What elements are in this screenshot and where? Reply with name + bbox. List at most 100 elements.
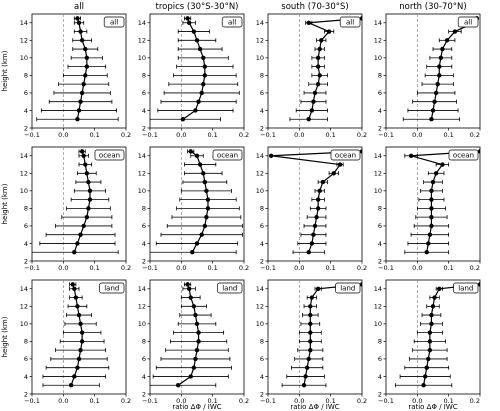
y-tick-label: 4	[378, 107, 382, 115]
data-point	[312, 223, 318, 229]
y-tick-label: 8	[142, 338, 146, 346]
plot-frame	[31, 279, 127, 395]
x-tick-label: 0.2	[121, 397, 131, 405]
data-point	[315, 55, 321, 61]
data-point	[424, 250, 429, 255]
data-point	[201, 171, 206, 176]
y-tick-label: 10	[256, 320, 264, 328]
data-point	[311, 232, 316, 237]
data-point	[75, 16, 80, 21]
profile-data	[404, 149, 480, 255]
y-tick-label: 6	[378, 222, 382, 230]
data-point	[359, 149, 362, 154]
panel-ocean-2: 2 4 6 8 10 12 14 −0.1 0.0 0.1 0.2 ocean	[256, 146, 367, 272]
x-tick-label: −0.1	[142, 131, 158, 139]
x-tick-label: −0.1	[24, 264, 40, 272]
x-tick-label: 0.0	[412, 131, 422, 139]
data-point	[268, 153, 274, 158]
data-point	[426, 241, 431, 246]
y-tick-label: 14	[374, 285, 382, 293]
data-point	[429, 223, 434, 229]
data-point	[70, 282, 75, 287]
x-axis-label: ratio ΔΦ / IWC	[408, 403, 457, 411]
y-tick-label: 4	[24, 107, 28, 115]
x-tick-label: 0.0	[58, 131, 68, 139]
y-tick-label: 8	[24, 72, 28, 80]
profile-line	[410, 150, 480, 253]
data-point	[79, 90, 85, 96]
panel-label-box	[339, 16, 361, 28]
x-tick-label: −0.1	[24, 397, 40, 405]
y-tick-label: 8	[378, 205, 382, 213]
panel-all-1: 2 4 6 8 10 12 14 −0.1 0.0 0.1 0.2 all	[138, 13, 249, 139]
x-tick-label: 0.1	[325, 397, 335, 405]
panel-label: all	[228, 19, 236, 27]
data-point	[429, 321, 434, 327]
data-point	[408, 153, 414, 158]
x-tick-label: 0.1	[443, 131, 453, 139]
data-point	[308, 321, 313, 327]
y-tick-label: 14	[138, 19, 146, 27]
plot-frame	[267, 279, 363, 395]
plot-frame	[149, 13, 245, 129]
data-point	[193, 356, 198, 362]
data-point	[205, 197, 211, 202]
data-point	[197, 162, 203, 167]
panel-label-box	[453, 282, 479, 294]
data-point	[422, 374, 428, 379]
plot-frame	[31, 13, 127, 129]
x-tick-label: 0.2	[121, 131, 131, 139]
data-point	[306, 250, 311, 255]
data-point	[317, 46, 322, 52]
data-point	[426, 356, 431, 362]
y-tick-label: 4	[142, 107, 146, 115]
profile-data	[150, 282, 232, 388]
y-tick-label: 14	[138, 285, 146, 293]
x-tick-label: 0.2	[357, 264, 367, 272]
data-point	[308, 347, 313, 353]
profile-data	[36, 16, 119, 122]
data-point	[194, 241, 200, 246]
x-tick-label: 0.1	[325, 131, 335, 139]
data-point	[202, 223, 208, 229]
data-point	[309, 241, 315, 246]
data-point	[75, 365, 80, 370]
data-point	[315, 197, 321, 202]
y-tick-label: 6	[260, 89, 264, 97]
data-point	[437, 286, 442, 291]
data-point	[79, 38, 85, 43]
y-tick-label: 14	[374, 19, 382, 27]
data-point	[194, 347, 200, 353]
y-tick-label: 10	[374, 320, 382, 328]
data-point	[199, 232, 204, 237]
data-point	[430, 108, 436, 113]
y-tick-label: 14	[138, 152, 146, 160]
y-tick-label: 12	[374, 170, 382, 178]
plot-frame	[31, 146, 127, 262]
x-tick-label: 0.0	[176, 131, 186, 139]
data-point	[81, 223, 86, 229]
y-tick-label: 6	[24, 89, 28, 97]
y-tick-label: 10	[374, 54, 382, 62]
data-point	[421, 383, 426, 388]
profile-line	[271, 150, 362, 253]
x-tick-label: 0.1	[443, 264, 453, 272]
profile-data	[402, 16, 480, 122]
y-tick-label: 6	[24, 355, 28, 363]
y-tick-label: 10	[20, 54, 28, 62]
data-point	[83, 162, 88, 167]
y-tick-label: 8	[378, 72, 382, 80]
y-tick-label: 8	[260, 72, 264, 80]
data-point	[78, 321, 83, 327]
data-point	[76, 356, 82, 362]
data-point	[78, 29, 83, 34]
panel-label-box	[221, 16, 243, 28]
y-tick-label: 4	[260, 240, 264, 248]
data-point	[433, 90, 439, 96]
data-point	[78, 232, 83, 237]
y-tick-label: 12	[374, 37, 382, 45]
data-point	[359, 16, 362, 21]
data-point	[301, 383, 307, 388]
y-tick-label: 2	[260, 257, 264, 265]
data-point	[429, 214, 434, 220]
